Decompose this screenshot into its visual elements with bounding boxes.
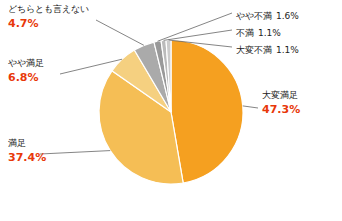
svg-text:満足: 満足 (8, 138, 26, 148)
svg-text:37.4%: 37.4% (8, 151, 46, 164)
svg-text:やや満足: やや満足 (8, 58, 44, 68)
svg-text:不満1.1%: 不満1.1% (236, 28, 281, 38)
svg-text:47.3%: 47.3% (262, 103, 300, 116)
svg-text:大変不満1.1%: 大変不満1.1% (236, 45, 299, 55)
svg-text:4.7%: 4.7% (8, 17, 39, 30)
svg-text:大変満足: 大変満足 (262, 90, 298, 100)
svg-text:どちらとも言えない: どちらとも言えない (8, 4, 89, 14)
svg-text:やや不満1.6%: やや不満1.6% (236, 11, 299, 21)
svg-text:6.8%: 6.8% (8, 71, 39, 84)
